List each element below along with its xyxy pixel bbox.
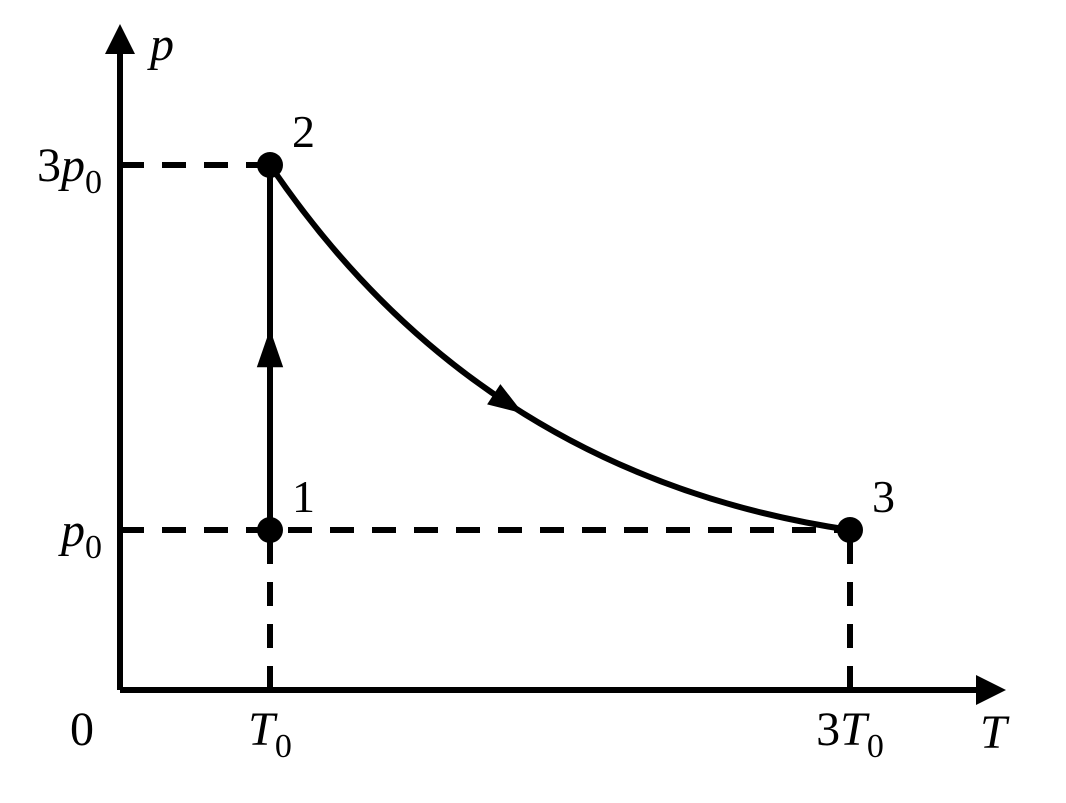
- y-axis-label: p: [147, 18, 174, 71]
- point-3-label: 3: [872, 471, 895, 522]
- y-tick-3p0: 3p0: [37, 139, 102, 201]
- y-tick-p0: p0: [58, 504, 102, 566]
- arrow-2-3: [487, 384, 523, 413]
- arrow-1-2: [257, 329, 283, 367]
- x-axis-label: T: [980, 706, 1010, 759]
- x-tick-T0: T0: [248, 703, 292, 765]
- point-1: [257, 517, 283, 543]
- point-2: [257, 152, 283, 178]
- origin-label: 0: [70, 703, 94, 756]
- x-tick-3T0: 3T0: [816, 703, 884, 765]
- pt-diagram-container: pT0p03p0T03T0123: [0, 0, 1066, 803]
- pt-diagram-svg: pT0p03p0T03T0123: [0, 0, 1066, 803]
- point-1-label: 1: [292, 471, 315, 522]
- point-2-label: 2: [292, 106, 315, 157]
- point-3: [837, 517, 863, 543]
- process-2-3: [270, 165, 850, 530]
